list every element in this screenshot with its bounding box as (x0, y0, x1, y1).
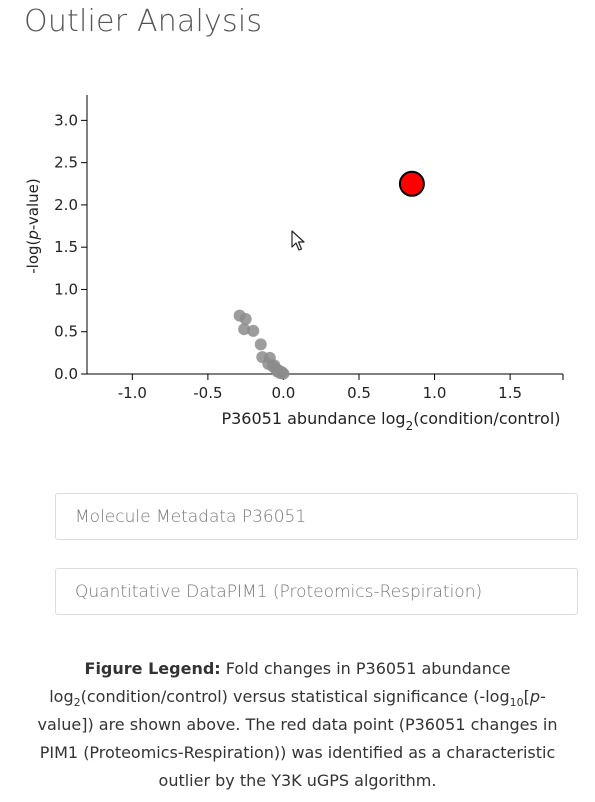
data-point (239, 313, 252, 326)
data-point (247, 324, 260, 337)
y-tick-label: 3.0 (54, 111, 78, 129)
x-tick-label: -0.5 (193, 384, 222, 402)
page-title: Outlier Analysis (24, 4, 263, 39)
x-tick-label: -1.0 (118, 384, 147, 402)
x-tick-label: 0.5 (347, 384, 371, 402)
y-tick-label: 0.0 (54, 365, 78, 383)
y-tick-label: 2.0 (54, 196, 78, 214)
figure-legend-text-3: [ (523, 687, 530, 706)
x-tick-label: 1.5 (498, 384, 522, 402)
figure-legend-heading: Figure Legend: (84, 659, 221, 678)
y-tick-label: 2.5 (54, 154, 78, 172)
x-tick-label: 1.0 (423, 384, 447, 402)
data-point (254, 338, 267, 351)
figure-legend-text-2: (condition/control) versus statistical s… (80, 687, 510, 706)
quantitative-data-label: Quantitative DataPIM1 (Proteomics-Respir… (75, 582, 483, 602)
figure-legend-text-1: Fold changes in P36051 abundance log (49, 659, 511, 706)
quantitative-data-panel[interactable]: Quantitative DataPIM1 (Proteomics-Respir… (55, 568, 578, 615)
mouse-pointer-icon (291, 230, 305, 251)
y-tick-label: 0.5 (54, 323, 78, 341)
chart-axes: -1.0 -0.5 0.0 0.5 1.0 1.5 0.0 0.5 1.0 1.5 2.0 2.5 3.… (54, 95, 564, 402)
figure-legend-sub-2: 10 (509, 696, 524, 710)
y-axis-label: -log(p-value) (24, 178, 42, 274)
molecule-metadata-panel[interactable]: Molecule Metadata P36051 (55, 493, 578, 540)
figure-legend-text-4: -value]) are shown above. The red data p… (37, 687, 558, 790)
y-tick-label: 1.0 (54, 280, 78, 298)
figure-legend-italic: p (529, 687, 540, 706)
figure-legend-sub-1: 2 (73, 696, 81, 710)
data-point (238, 323, 251, 336)
figure-legend: Figure Legend: Fold changes in P36051 ab… (30, 655, 565, 795)
volcano-scatter-chart: -1.0 -0.5 0.0 0.5 1.0 1.5 0.0 0.5 1.0 1.5 2.0 2.5 3.… (24, 95, 564, 433)
molecule-metadata-label: Molecule Metadata P36051 (75, 507, 307, 527)
x-axis-label: P36051 abundance log2(condition/control) (221, 409, 560, 433)
data-point (274, 367, 287, 380)
data-points (233, 170, 425, 380)
y-tick-label: 1.5 (54, 238, 78, 256)
x-tick-label: 0.0 (272, 384, 296, 402)
outlier-data-point[interactable] (398, 170, 425, 197)
